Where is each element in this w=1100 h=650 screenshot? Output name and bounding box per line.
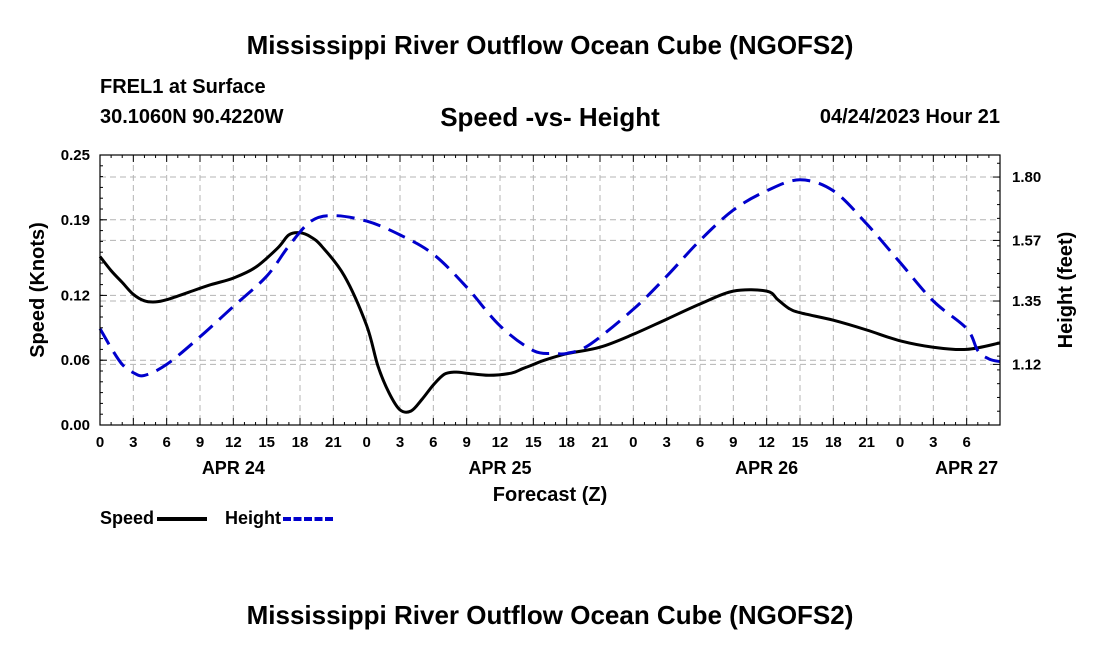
- chart-subtitle: Speed -vs- Height: [440, 102, 660, 132]
- legend-height-swatch: [283, 516, 334, 521]
- series-line-height: [98, 178, 1001, 378]
- y2-axis-label: Height (feet): [1055, 232, 1077, 349]
- y-tick-label: 0.25: [61, 147, 90, 164]
- x-tick-label: 6: [162, 434, 170, 451]
- date-label: APR 24: [202, 458, 265, 478]
- y-tick-label: 0.12: [61, 287, 90, 304]
- y-tick-label: 0.06: [61, 352, 90, 369]
- x-tick-label: 3: [929, 434, 937, 451]
- x-tick-label: 21: [592, 434, 609, 451]
- x-tick-label: 12: [492, 434, 509, 451]
- date-label: APR 25: [468, 458, 531, 478]
- x-tick-label: 12: [225, 434, 242, 451]
- x-axis-label: Forecast (Z): [493, 484, 607, 506]
- date-label: APR 27: [935, 458, 998, 478]
- x-tick-label: 15: [258, 434, 275, 451]
- legend-speed-swatch: [157, 516, 208, 521]
- legend-speed-label: Speed: [100, 508, 155, 528]
- y-tick-label: 0.19: [61, 212, 90, 229]
- x-tick-label: 6: [962, 434, 970, 451]
- y2-tick-label: 1.80: [1012, 169, 1041, 186]
- y-tick-label: 0.00: [61, 417, 90, 434]
- series-line-speed: [98, 231, 1001, 414]
- legend: Speed Height: [100, 508, 334, 529]
- y2-tick-label: 1.12: [1012, 356, 1041, 373]
- x-tick-label: 9: [462, 434, 470, 451]
- x-tick-label: 3: [129, 434, 137, 451]
- grid-lines: [100, 155, 1000, 425]
- legend-height-label: Height: [225, 508, 282, 528]
- series-layer: [98, 178, 1001, 414]
- x-tick-label: 15: [525, 434, 542, 451]
- plot-frame: [99, 154, 1001, 426]
- station-coordinates: 30.1060N 90.4220W: [100, 106, 284, 128]
- chart-main-title-bottom: Mississippi River Outflow Ocean Cube (NG…: [246, 600, 854, 630]
- station-name: FREL1 at Surface: [100, 76, 266, 98]
- axes: 0 3 6 9 12 15 18 21 0 3 6 9 12 15 18 21 0 3 6 9 12 15 18 21 0 3 6 A…: [61, 147, 1041, 478]
- y2-tick-label: 1.35: [1012, 293, 1041, 310]
- x-tick-label: 21: [325, 434, 342, 451]
- x-tick-label: 9: [196, 434, 204, 451]
- x-tick-label: 0: [362, 434, 370, 451]
- chart-main-title: Mississippi River Outflow Ocean Cube (NG…: [246, 30, 854, 60]
- x-tick-label: 18: [558, 434, 575, 451]
- x-tick-label: 3: [662, 434, 670, 451]
- x-tick-label: 18: [292, 434, 309, 451]
- y2-tick-label: 1.57: [1012, 232, 1041, 249]
- x-tick-label: 0: [629, 434, 637, 451]
- x-tick-label: 9: [729, 434, 737, 451]
- x-tick-label: 3: [396, 434, 404, 451]
- x-tick-label: 21: [858, 434, 875, 451]
- forecast-timestamp: 04/24/2023 Hour 21: [819, 106, 1000, 128]
- x-tick-label: 6: [696, 434, 704, 451]
- x-tick-label: 18: [825, 434, 842, 451]
- x-tick-label: 12: [758, 434, 775, 451]
- date-label: APR 26: [735, 458, 798, 478]
- x-tick-label: 15: [792, 434, 809, 451]
- y-axis-label: Speed (Knots): [27, 222, 49, 358]
- x-tick-label: 0: [96, 434, 104, 451]
- x-tick-label: 0: [896, 434, 904, 451]
- x-tick-label: 6: [429, 434, 437, 451]
